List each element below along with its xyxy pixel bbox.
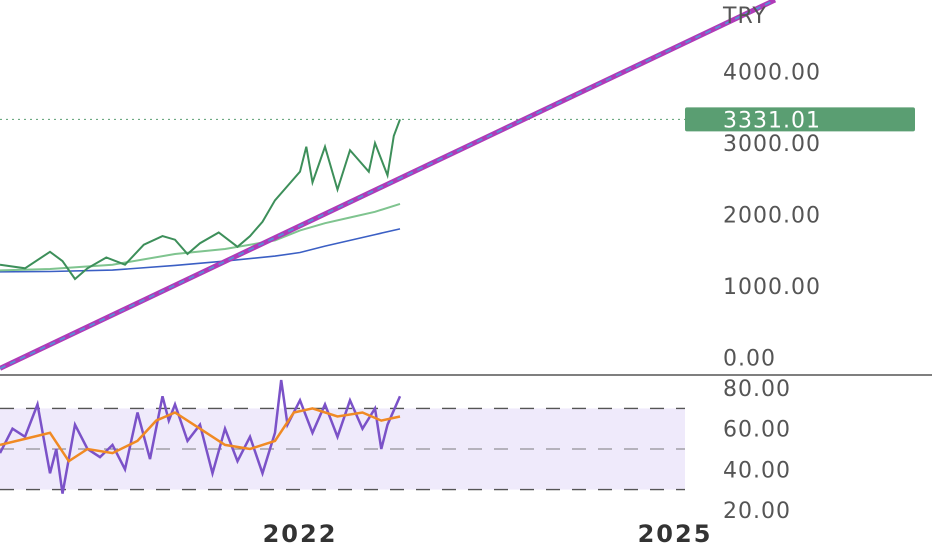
rsi-tick-label: 20.00 — [723, 499, 791, 524]
price-tick-label: 0.00 — [723, 347, 776, 372]
rsi-signal-line — [0, 407, 401, 463]
price-tick-label: 1000.00 — [723, 275, 821, 300]
price-line — [0, 119, 401, 281]
year-tick-label: 2025 — [638, 520, 713, 548]
time-axis[interactable]: 2022 2025 — [263, 520, 713, 548]
price-tick-labels: 4000.00 3000.00 2000.00 1000.00 0.00 — [723, 61, 821, 372]
ma-slow-line — [0, 228, 401, 273]
rsi-lines — [0, 379, 402, 494]
price-panel — [0, 0, 777, 371]
price-tick-label: 4000.00 — [723, 61, 821, 86]
currency-label: TRY — [722, 4, 767, 29]
last-price-badge: 3331.01 — [685, 107, 915, 133]
last-price-badge-label: 3331.01 — [723, 108, 821, 133]
price-tick-label: 2000.00 — [723, 204, 821, 229]
rsi-tick-label: 60.00 — [723, 418, 791, 443]
price-tick-label: 3000.00 — [723, 132, 821, 157]
rsi-axis[interactable]: 80.00 60.00 40.00 20.00 — [723, 377, 791, 524]
rsi-tick-label: 40.00 — [723, 458, 791, 483]
year-tick-label: 2022 — [263, 520, 338, 548]
last-price-badge-bg — [685, 107, 915, 132]
price-axis[interactable]: TRY 4000.00 3000.00 2000.00 1000.00 0.00 333… — [685, 4, 915, 372]
trend-line[interactable] — [0, 0, 777, 371]
rsi-tick-label: 80.00 — [723, 377, 791, 402]
trend-line-inner — [0, 0, 776, 370]
rsi-line — [0, 379, 402, 494]
